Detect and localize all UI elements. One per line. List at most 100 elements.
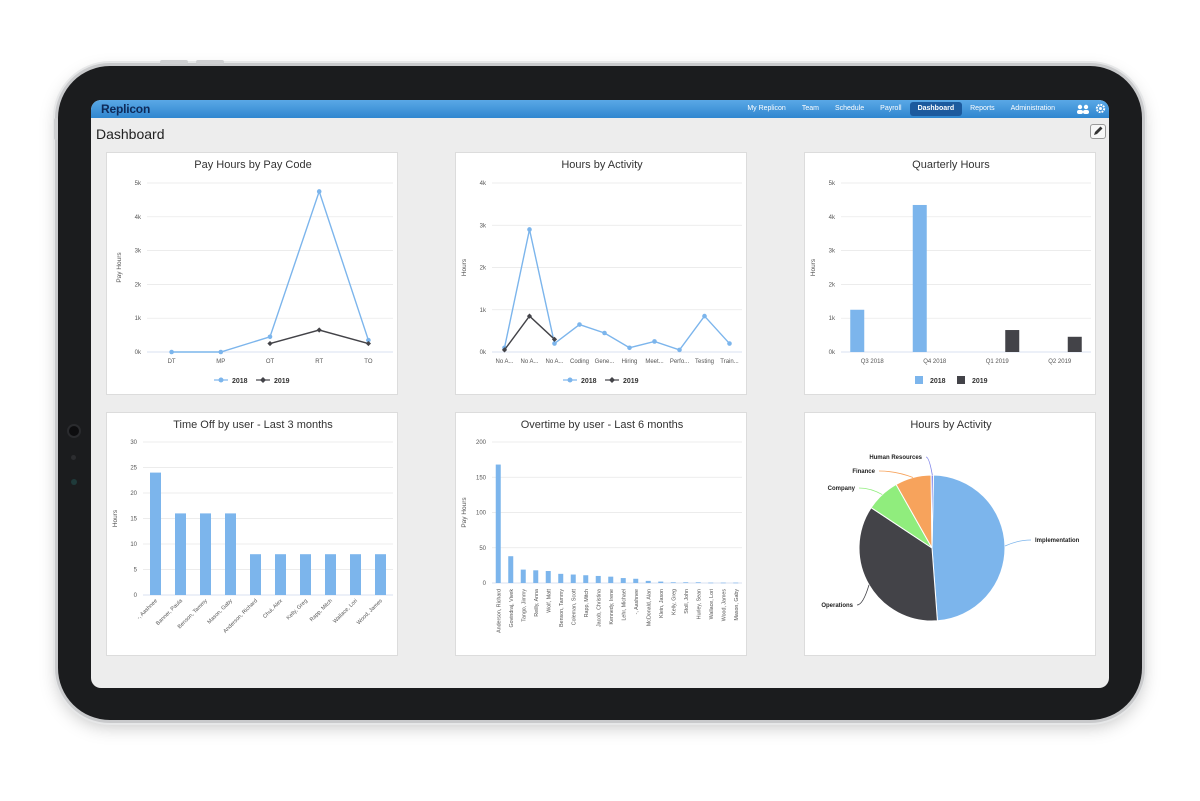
- nav-dashboard[interactable]: Dashboard: [909, 102, 963, 116]
- y-tick-label: 0: [134, 593, 138, 599]
- x-tick-label: Tango, Jimmy: [521, 589, 527, 622]
- nav-schedule[interactable]: Schedule: [834, 105, 865, 112]
- y-tick-label: 2k: [480, 266, 487, 272]
- page-title: Dashboard: [96, 126, 165, 142]
- brand-logo[interactable]: Replicon: [101, 102, 151, 116]
- y-tick-label: 1k: [480, 308, 487, 314]
- x-tick-label: Wood, James: [721, 589, 727, 622]
- x-tick-label: Jacob, Christina: [596, 589, 602, 627]
- pay-hours-chart: Pay Hours by Pay Code 0k 1k 2k 3k 4k 5k Pay Hou…: [116, 159, 393, 385]
- data-point-2018: [218, 349, 224, 355]
- legend-marker-2018: [218, 377, 224, 383]
- data-point-2018: [727, 341, 732, 346]
- chart-panel-time-off: Time Off by user - Last 3 months 0 5 10 15 20…: [106, 412, 398, 656]
- y-axis-label: Pay Hours: [461, 497, 468, 528]
- bar: [495, 464, 501, 583]
- x-tick-label: No A...: [520, 359, 538, 365]
- bar: [633, 578, 639, 583]
- x-tick-label: McDonald, Alan: [646, 589, 652, 626]
- y-tick-label: 2k: [829, 282, 836, 288]
- y-tick-label: 5k: [135, 181, 142, 187]
- bar: [658, 581, 664, 583]
- y-tick-label: 50: [479, 546, 486, 552]
- pie-connector: [1004, 539, 1032, 547]
- legend-label-2018: 2018: [232, 378, 248, 385]
- bar: [583, 575, 589, 583]
- tablet-side-button: [54, 118, 58, 140]
- x-tick-label: Reilly, Anna: [534, 589, 540, 617]
- y-tick-label: 10: [130, 542, 137, 548]
- x-tick-label: Klein, Jason: [659, 589, 665, 618]
- bar: [275, 554, 286, 595]
- y-tick-label: 0k: [135, 350, 142, 356]
- y-tick-label: 20: [130, 491, 137, 497]
- bar-2019: [1005, 330, 1020, 352]
- pie-label: Human Resources: [869, 455, 922, 461]
- edit-dashboard-button[interactable]: [1090, 124, 1106, 139]
- pie-connector: [858, 487, 883, 495]
- x-tick-label: Q1 2019: [986, 359, 1010, 365]
- hours-by-activity-line-chart: Hours by Activity 0k 1k 2k 3k 4k Hours No A... N…: [461, 159, 742, 385]
- bar: [558, 573, 564, 583]
- x-tick-label: Mason, Gaby: [734, 589, 740, 621]
- x-tick-label: Coleman, Scott: [571, 588, 577, 625]
- y-tick-label: 4k: [829, 215, 836, 221]
- bar: [375, 554, 386, 595]
- overtime-chart: Overtime by user - Last 6 months 0 50 100 15…: [461, 419, 742, 633]
- data-point-2018: [552, 341, 557, 346]
- x-tick-label: RT: [315, 359, 323, 365]
- x-tick-label: Wallace, Lori: [332, 598, 359, 625]
- y-tick-label: 1k: [829, 316, 836, 322]
- x-tick-label: Benson, Tammy: [559, 589, 565, 627]
- bar: [250, 554, 261, 595]
- bar: [570, 574, 576, 583]
- x-tick-label: Lehr, Michael: [621, 589, 627, 621]
- y-tick-label: 5: [134, 568, 138, 574]
- y-tick-label: 3k: [829, 249, 836, 255]
- nav-reports[interactable]: Reports: [970, 105, 995, 112]
- y-tick-label: 3k: [135, 249, 142, 255]
- y-tick-label: 3k: [480, 223, 487, 229]
- nav-administration[interactable]: Administration: [1010, 105, 1055, 112]
- x-tick-label: Hiring: [622, 359, 638, 365]
- x-tick-label: Anderson, Richard: [496, 589, 502, 633]
- y-tick-label: 25: [130, 466, 137, 472]
- gear-icon[interactable]: [1095, 103, 1106, 114]
- data-point-2018: [527, 227, 532, 232]
- hours-by-activity-pie-chart: Hours by Activity Implementation Operation…: [821, 419, 1080, 622]
- y-tick-label: 4k: [480, 181, 487, 187]
- pie-connector: [925, 456, 933, 476]
- chart-panel-quarterly-hours: Quarterly Hours 0k 1k 2k 3k 4k 5k Hours Q3 2018 Q…: [804, 152, 1096, 395]
- nav-payroll[interactable]: Payroll: [880, 105, 902, 112]
- legend-label-2019: 2019: [972, 378, 988, 385]
- bar: [520, 569, 526, 583]
- chart-panel-activity-pie: Hours by Activity Implementation Operation…: [804, 412, 1096, 656]
- bar: [325, 554, 336, 595]
- y-tick-label: 200: [476, 440, 487, 446]
- data-point-2018: [652, 339, 657, 344]
- x-tick-label: Wolf, Matt: [546, 588, 552, 612]
- bar: [350, 554, 361, 595]
- time-off-chart: Time Off by user - Last 3 months 0 5 10 15 20…: [112, 419, 393, 635]
- nav-my-replicon[interactable]: My Replicon: [747, 105, 786, 112]
- x-tick-label: Stoll, John: [684, 589, 690, 614]
- y-axis-label: Hours: [461, 258, 468, 276]
- y-tick-label: 150: [476, 475, 487, 481]
- nav-team[interactable]: Team: [801, 105, 819, 112]
- data-point-2018: [169, 349, 174, 355]
- x-tick-label: No A...: [495, 359, 513, 365]
- bar: [545, 571, 551, 583]
- bar: [150, 472, 161, 595]
- users-icon[interactable]: [1076, 103, 1090, 115]
- x-tick-label: Testing: [695, 359, 714, 365]
- x-tick-label: Train...: [720, 359, 739, 365]
- legend-label-2019: 2019: [623, 378, 639, 385]
- series-line-2018: [171, 189, 370, 353]
- data-point-2018: [577, 322, 582, 327]
- chart-title: Pay Hours by Pay Code: [194, 159, 311, 171]
- pie-slice-human-resources: [930, 474, 934, 549]
- tablet-sensor: [71, 479, 77, 485]
- pie-connector: [878, 470, 914, 478]
- y-tick-label: 0k: [480, 350, 487, 356]
- y-tick-label: 0k: [829, 350, 836, 356]
